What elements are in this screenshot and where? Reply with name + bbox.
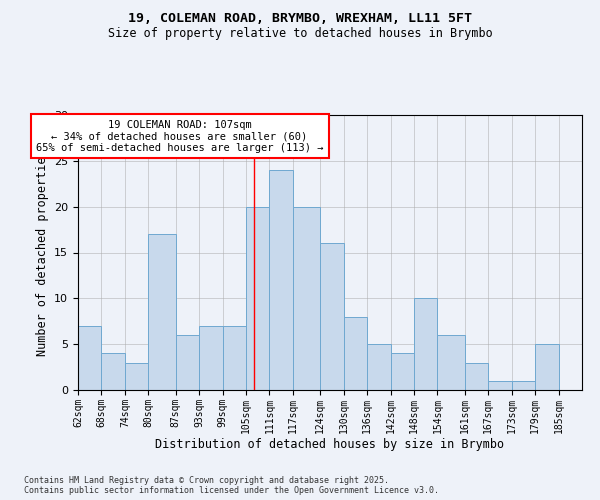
Bar <box>223 326 246 390</box>
Bar <box>125 362 148 390</box>
Bar <box>512 381 535 390</box>
Y-axis label: Number of detached properties: Number of detached properties <box>35 149 49 356</box>
X-axis label: Distribution of detached houses by size in Brymbo: Distribution of detached houses by size … <box>155 438 505 452</box>
Bar <box>101 354 125 390</box>
Bar <box>535 344 559 390</box>
Bar <box>488 381 512 390</box>
Bar <box>293 206 320 390</box>
Bar <box>78 326 101 390</box>
Bar <box>344 316 367 390</box>
Bar <box>199 326 223 390</box>
Text: Contains HM Land Registry data © Crown copyright and database right 2025.
Contai: Contains HM Land Registry data © Crown c… <box>24 476 439 495</box>
Text: Size of property relative to detached houses in Brymbo: Size of property relative to detached ho… <box>107 28 493 40</box>
Bar <box>437 335 465 390</box>
Bar <box>246 206 269 390</box>
Text: 19 COLEMAN ROAD: 107sqm
← 34% of detached houses are smaller (60)
65% of semi-de: 19 COLEMAN ROAD: 107sqm ← 34% of detache… <box>36 120 323 153</box>
Bar <box>367 344 391 390</box>
Bar <box>176 335 199 390</box>
Bar <box>269 170 293 390</box>
Bar <box>414 298 437 390</box>
Bar <box>465 362 488 390</box>
Text: 19, COLEMAN ROAD, BRYMBO, WREXHAM, LL11 5FT: 19, COLEMAN ROAD, BRYMBO, WREXHAM, LL11 … <box>128 12 472 26</box>
Bar <box>320 244 344 390</box>
Bar <box>148 234 176 390</box>
Bar <box>391 354 414 390</box>
